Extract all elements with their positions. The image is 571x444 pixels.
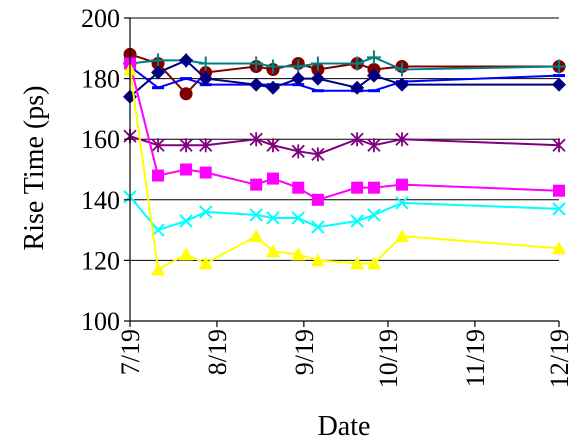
data-point (266, 211, 280, 225)
data-point (249, 208, 263, 222)
data-point (199, 138, 213, 153)
data-point (552, 59, 566, 74)
data-point (552, 241, 566, 255)
data-point (151, 65, 166, 80)
data-point (350, 256, 365, 270)
gridlines (130, 17, 559, 261)
data-point (151, 262, 166, 276)
data-point (179, 138, 193, 153)
data-point (552, 77, 566, 92)
data-point (266, 59, 280, 74)
data-point (310, 71, 325, 86)
series-square (124, 57, 565, 206)
data-point (311, 193, 324, 206)
data-point (198, 256, 213, 270)
series-line (129, 196, 560, 232)
data-point (152, 169, 165, 182)
data-point (250, 178, 263, 191)
data-point (179, 247, 194, 261)
x-tick-label: 8/19 (203, 329, 232, 375)
data-point (367, 181, 380, 194)
data-point (367, 138, 381, 153)
x-tick-label: 11/19 (461, 329, 490, 387)
data-point (350, 56, 365, 71)
data-point (179, 87, 193, 101)
y-tick-label: 160 (81, 125, 120, 154)
data-point (395, 196, 409, 210)
x-tick-label: 12/19 (545, 329, 571, 388)
data-point (266, 80, 280, 95)
x-tick-label: 9/19 (290, 329, 319, 375)
data-point (198, 71, 213, 86)
y-tick-label: 120 (81, 246, 120, 275)
data-point (366, 68, 381, 83)
y-tick-label: 140 (81, 186, 120, 215)
data-point (180, 163, 193, 176)
data-point (151, 138, 165, 153)
data-point (350, 132, 364, 147)
series-circle (123, 47, 566, 101)
data-point (291, 59, 306, 74)
data-point (395, 178, 408, 191)
data-point (198, 205, 213, 219)
data-point (249, 229, 264, 243)
x-tick-label: 10/19 (374, 329, 403, 388)
data-point (395, 132, 409, 147)
data-point (179, 214, 193, 228)
y-tick-label: 180 (81, 65, 120, 94)
data-point (266, 138, 280, 153)
data-point (249, 132, 263, 147)
series-line (129, 69, 560, 272)
data-point (366, 256, 381, 270)
x-tick-label: 7/19 (116, 329, 145, 375)
data-point (553, 184, 565, 197)
data-point (266, 244, 280, 258)
data-point (291, 247, 306, 261)
tick-labels: 100 120 140 160 180 200 7/19 8/19 9/19 10/19 11/19… (81, 4, 571, 388)
data-point (366, 50, 381, 65)
data-point (151, 53, 166, 68)
data-point (249, 56, 264, 71)
series-line (129, 53, 559, 96)
y-axis-title: Rise Time (ps) (19, 86, 50, 251)
data-point (394, 77, 409, 92)
data-point (292, 181, 305, 194)
data-point (350, 80, 365, 95)
data-point (291, 211, 305, 225)
data-point (267, 172, 279, 185)
data-point (291, 144, 305, 159)
data-point (311, 147, 325, 162)
data-point (310, 253, 325, 267)
data-point (179, 53, 194, 68)
series-x (123, 190, 566, 237)
series-line (129, 135, 560, 156)
data-point (198, 56, 213, 71)
data-point (394, 62, 409, 77)
data-point (291, 71, 306, 86)
data-point (350, 214, 364, 228)
series-asterisk (123, 129, 566, 162)
data-point (351, 181, 364, 194)
data-point (311, 220, 325, 234)
data-point (310, 56, 325, 71)
series-diamond (123, 53, 566, 104)
y-tick-label: 200 (81, 4, 120, 33)
data-point (552, 202, 566, 216)
series-line (129, 65, 560, 92)
y-tick-label: 100 (81, 307, 120, 336)
x-axis-title: Date (318, 411, 371, 442)
data-point (249, 77, 264, 92)
axes (124, 17, 560, 327)
data-point (367, 208, 381, 222)
data-point (199, 166, 212, 179)
data-point (552, 138, 566, 153)
data-point (394, 229, 409, 243)
series-group (123, 47, 566, 276)
